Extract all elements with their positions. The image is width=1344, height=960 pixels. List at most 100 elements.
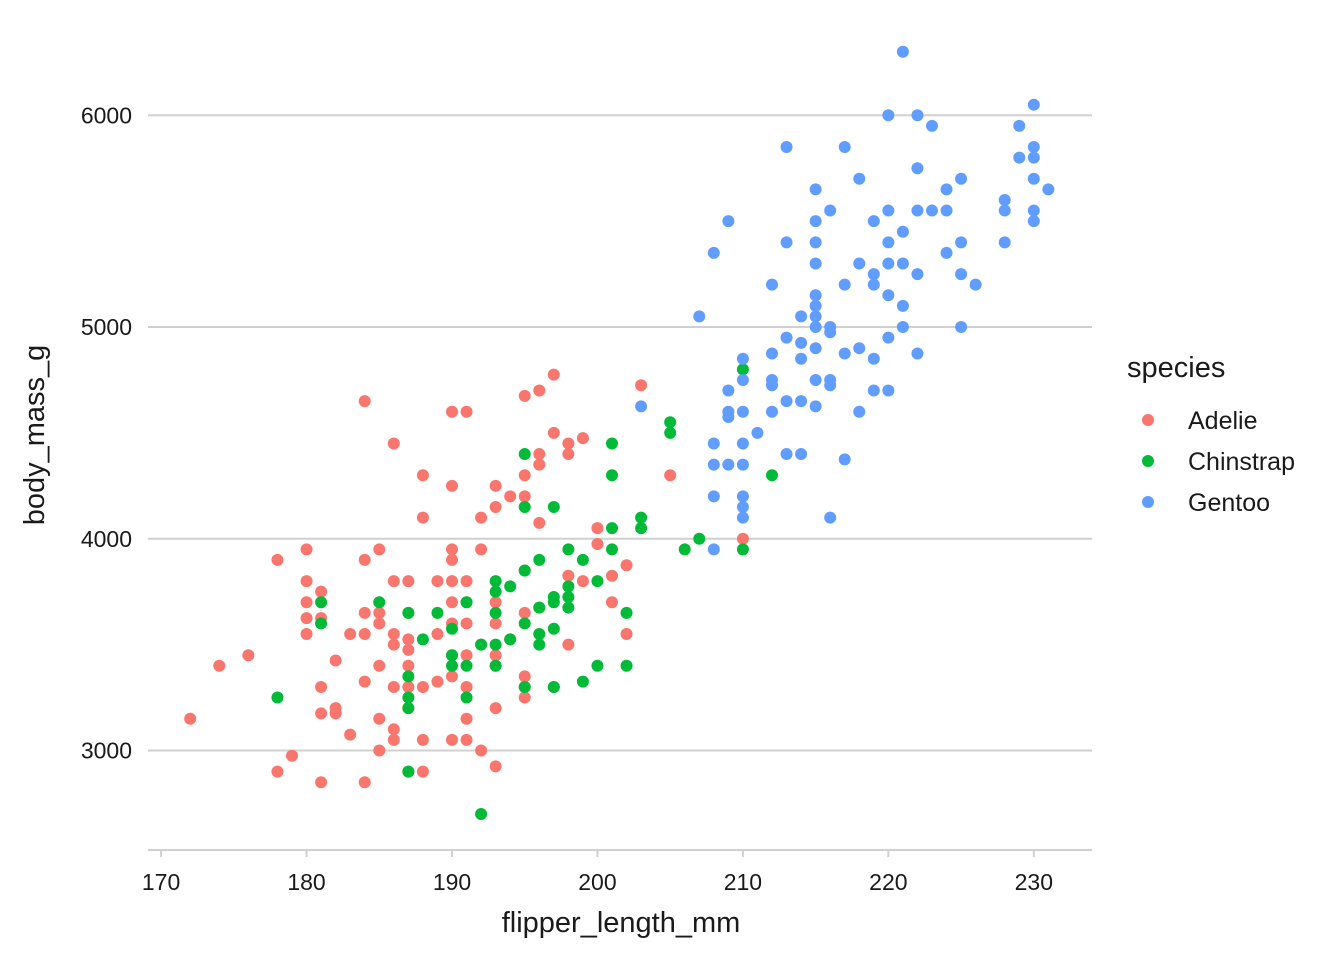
data-point: [736, 532, 749, 545]
data-point: [518, 500, 531, 513]
data-point: [867, 352, 880, 365]
data-point: [504, 580, 517, 593]
data-point: [576, 432, 589, 445]
data-point: [795, 352, 808, 365]
data-point: [707, 490, 720, 503]
data-point: [693, 310, 706, 323]
data-point: [606, 437, 618, 450]
data-point: [533, 384, 546, 397]
data-point: [431, 575, 444, 588]
data-point: [736, 437, 749, 450]
data-point: [780, 448, 793, 461]
data-point: [475, 543, 488, 556]
data-point: [576, 575, 589, 588]
data-point: [969, 278, 982, 291]
data-point: [736, 373, 749, 386]
data-point: [809, 215, 822, 228]
data-point: [664, 469, 677, 482]
data-point: [911, 347, 924, 360]
data-point: [882, 236, 895, 249]
data-point: [184, 712, 197, 725]
data-point: [547, 500, 560, 513]
data-point: [736, 458, 749, 471]
data-point: [562, 569, 575, 582]
data-point: [940, 246, 953, 259]
data-point: [766, 379, 778, 392]
data-point: [896, 45, 909, 58]
x-tick-label: 210: [724, 869, 762, 895]
data-point: [1013, 151, 1026, 164]
data-point: [358, 675, 371, 688]
data-point: [358, 395, 371, 408]
data-point: [911, 109, 924, 122]
data-point: [867, 384, 880, 397]
data-point: [518, 469, 531, 482]
data-point: [300, 628, 313, 641]
data-point: [736, 363, 749, 376]
data-point: [387, 638, 400, 651]
data-point: [562, 590, 575, 603]
data-point: [896, 299, 909, 312]
x-tick-label: 200: [578, 869, 616, 895]
data-point: [344, 728, 357, 741]
data-point: [562, 437, 575, 450]
data-point: [722, 411, 735, 424]
data-point: [736, 405, 749, 418]
data-point: [1027, 98, 1040, 111]
data-point: [809, 299, 822, 312]
data-point: [533, 553, 546, 566]
data-point: [489, 596, 502, 609]
data-point: [533, 628, 546, 641]
data-point: [489, 638, 502, 651]
data-point: [460, 680, 473, 693]
data-point: [446, 479, 458, 492]
data-point: [402, 575, 415, 588]
data-point: [1042, 183, 1055, 196]
data-point: [809, 373, 822, 386]
data-point: [315, 617, 328, 630]
data-point: [896, 225, 909, 238]
data-point: [402, 702, 415, 715]
data-point: [315, 680, 328, 693]
data-point: [882, 109, 895, 122]
series-chinstrap: [271, 363, 778, 821]
data-point: [1027, 204, 1040, 217]
x-axis: 170 180 190 200 210 220 230: [142, 849, 1092, 895]
data-point: [460, 659, 473, 672]
legend: species Adelie Chinstrap Gentoo: [1127, 352, 1295, 517]
data-point: [838, 347, 851, 360]
data-point: [460, 575, 473, 588]
data-point: [373, 606, 386, 619]
data-point: [315, 596, 328, 609]
data-point: [373, 596, 386, 609]
data-point: [838, 278, 851, 291]
data-point: [882, 257, 895, 270]
data-point: [344, 628, 357, 641]
data-point: [402, 691, 415, 704]
data-point: [300, 612, 313, 625]
data-point: [547, 680, 560, 693]
data-point: [736, 511, 749, 524]
data-point: [562, 543, 575, 556]
data-point: [591, 522, 604, 535]
data-point: [475, 511, 488, 524]
data-point: [635, 400, 648, 413]
data-point: [722, 458, 735, 471]
data-point: [838, 141, 851, 154]
data-point: [315, 707, 328, 720]
data-point: [431, 628, 444, 641]
data-point: [766, 469, 778, 482]
data-point: [635, 379, 648, 392]
data-point: [518, 691, 531, 704]
data-point: [518, 680, 531, 693]
data-point: [416, 765, 429, 778]
x-tick-label: 180: [287, 869, 325, 895]
data-point: [475, 638, 488, 651]
data-point: [707, 543, 720, 556]
x-tick-label: 170: [142, 869, 180, 895]
data-point: [286, 749, 298, 762]
data-point: [722, 384, 735, 397]
data-point: [606, 543, 618, 556]
data-point: [315, 585, 328, 598]
data-point: [518, 389, 531, 402]
